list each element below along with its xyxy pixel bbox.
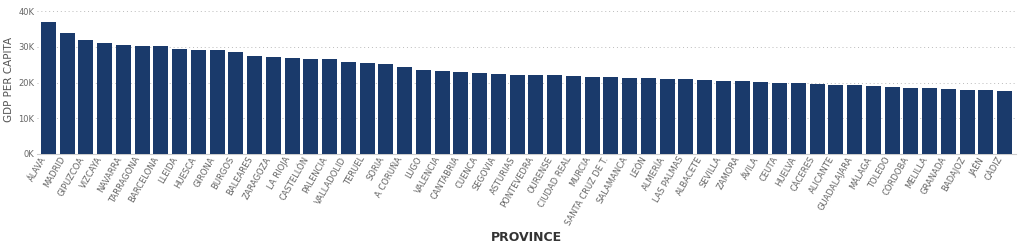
Bar [97, 43, 112, 154]
Bar [360, 63, 374, 154]
Bar [771, 83, 787, 154]
Bar [340, 62, 356, 154]
Bar [172, 49, 187, 154]
Bar [603, 77, 618, 154]
Bar [210, 51, 224, 154]
Bar [228, 52, 244, 154]
Bar [434, 71, 449, 154]
Bar [846, 85, 861, 154]
Bar [827, 85, 843, 154]
Bar [959, 90, 973, 154]
Bar [490, 74, 505, 154]
Bar [247, 56, 262, 154]
Bar [715, 81, 731, 154]
Bar [753, 82, 767, 154]
Bar [41, 22, 56, 154]
Bar [116, 45, 130, 154]
Bar [472, 73, 487, 154]
Bar [453, 72, 468, 154]
Bar [883, 87, 899, 154]
Bar [903, 88, 917, 154]
Bar [584, 77, 599, 154]
Bar [977, 90, 993, 154]
Bar [640, 78, 655, 154]
Bar [696, 80, 711, 154]
Y-axis label: GDP PER CAPITA: GDP PER CAPITA [4, 36, 14, 122]
Bar [546, 75, 561, 154]
Bar [659, 79, 674, 154]
Bar [528, 75, 543, 154]
Bar [809, 84, 823, 154]
Bar [940, 89, 955, 154]
X-axis label: PROVINCE: PROVINCE [490, 231, 561, 244]
Bar [135, 46, 150, 154]
Bar [510, 75, 524, 154]
Bar [266, 57, 280, 154]
Bar [416, 70, 430, 154]
Bar [191, 50, 206, 154]
Bar [734, 81, 749, 154]
Bar [566, 76, 581, 154]
Bar [378, 64, 393, 154]
Bar [78, 40, 94, 154]
Bar [322, 59, 337, 154]
Bar [622, 78, 637, 154]
Bar [303, 59, 318, 154]
Bar [396, 66, 412, 154]
Bar [153, 46, 168, 154]
Bar [678, 79, 693, 154]
Bar [997, 92, 1011, 154]
Bar [865, 86, 880, 154]
Bar [790, 83, 805, 154]
Bar [921, 88, 936, 154]
Bar [60, 33, 74, 154]
Bar [284, 58, 300, 154]
